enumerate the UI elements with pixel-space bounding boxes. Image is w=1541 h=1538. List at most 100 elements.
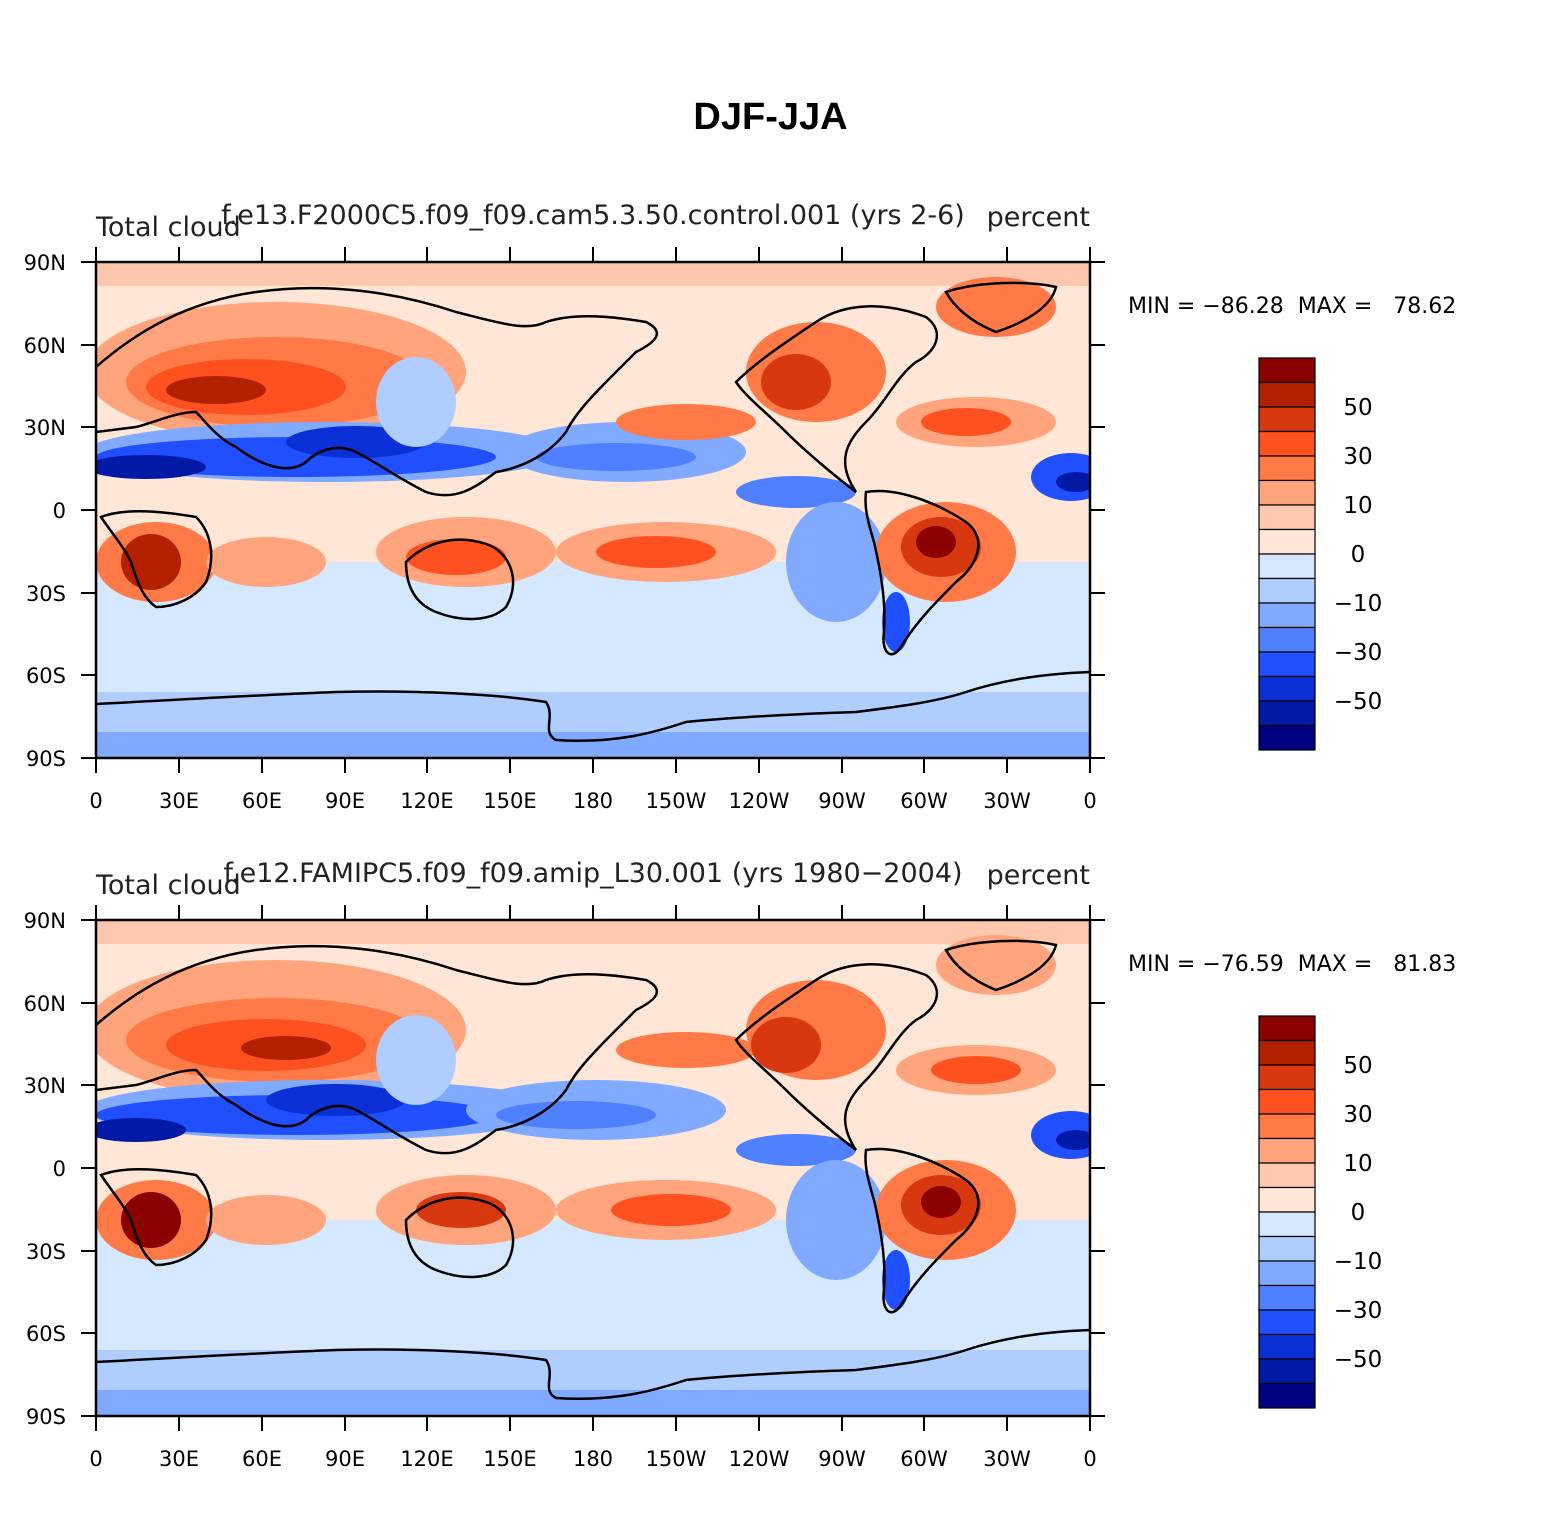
lon-tick-label: 120W bbox=[729, 789, 790, 813]
lon-tick-label: 0 bbox=[89, 1447, 102, 1471]
lat-tick-label: 90N bbox=[24, 909, 66, 933]
lon-tick-label: 120W bbox=[729, 1447, 790, 1471]
lat-tick-label: 60S bbox=[26, 664, 66, 688]
case-title: f.e13.F2000C5.f09_f09.cam5.3.50.control.… bbox=[221, 200, 965, 231]
lon-tick-label: 30W bbox=[983, 1447, 1031, 1471]
lon-tick-label: 150E bbox=[483, 789, 536, 813]
lon-tick-label: 60W bbox=[900, 789, 948, 813]
lon-tick-label: 30E bbox=[159, 789, 199, 813]
colorbar-label: −50 bbox=[1334, 1347, 1383, 1373]
lon-tick-label: 30E bbox=[159, 1447, 199, 1471]
colorbar-box bbox=[1258, 651, 1316, 678]
colorbar-label: 10 bbox=[1343, 493, 1372, 519]
colorbar-box bbox=[1258, 1235, 1316, 1262]
lon-tick-label: 150W bbox=[646, 1447, 707, 1471]
colorbar-box bbox=[1258, 1088, 1316, 1115]
colorbar-box bbox=[1258, 479, 1316, 506]
contour-map bbox=[96, 262, 1090, 758]
colorbar-label: −50 bbox=[1334, 689, 1383, 715]
lat-tick-label: 90S bbox=[26, 1405, 66, 1429]
colorbar-label: −30 bbox=[1334, 640, 1383, 666]
colorbar-box bbox=[1258, 675, 1316, 702]
lon-tick-label: 150E bbox=[483, 1447, 536, 1471]
lat-tick-label: 60N bbox=[24, 334, 66, 358]
min-value: MIN = −86.28 bbox=[1128, 294, 1284, 319]
colorbar-box bbox=[1258, 1015, 1316, 1042]
lon-tick-label: 0 bbox=[1083, 1447, 1096, 1471]
lon-tick-label: 90W bbox=[818, 789, 866, 813]
units-label: percent bbox=[986, 860, 1090, 891]
lat-tick-label: 0 bbox=[53, 499, 66, 523]
lon-tick-label: 0 bbox=[1083, 789, 1096, 813]
min-max-readout: MIN = −86.28 MAX = 78.62 bbox=[1128, 294, 1456, 319]
colorbar-box bbox=[1258, 357, 1316, 384]
colorbar-label: −10 bbox=[1334, 1249, 1383, 1275]
colorbar-label: 30 bbox=[1343, 444, 1372, 470]
colorbar-box bbox=[1258, 455, 1316, 482]
lat-tick-label: 0 bbox=[53, 1157, 66, 1181]
lon-tick-label: 60E bbox=[242, 1447, 282, 1471]
lat-tick-label: 90S bbox=[26, 747, 66, 771]
lon-tick-label: 180 bbox=[573, 1447, 613, 1471]
colorbar-label: 0 bbox=[1351, 1200, 1366, 1226]
max-value: MAX = 78.62 bbox=[1297, 294, 1457, 319]
colorbar-box bbox=[1258, 381, 1316, 408]
lon-tick-label: 180 bbox=[573, 789, 613, 813]
map-panel-2: f.e12.FAMIPC5.f09_f09.amip_L30.001 (yrs … bbox=[0, 848, 1541, 1508]
map-field bbox=[96, 920, 1090, 1416]
max-value: MAX = 81.83 bbox=[1297, 952, 1457, 977]
colorbar-box bbox=[1258, 1284, 1316, 1311]
lat-tick-label: 30S bbox=[26, 1240, 66, 1264]
variable-label: Total cloud bbox=[96, 870, 241, 901]
lon-tick-label: 30W bbox=[983, 789, 1031, 813]
colorbar-boxes bbox=[1258, 357, 1316, 751]
colorbar-boxes bbox=[1258, 1015, 1316, 1409]
min-max-readout: MIN = −76.59 MAX = 81.83 bbox=[1128, 952, 1456, 977]
colorbar: 50 30 10 0 −10 −30 −50 bbox=[1258, 357, 1383, 751]
colorbar-box bbox=[1258, 1333, 1316, 1360]
colorbar-label: 10 bbox=[1343, 1151, 1372, 1177]
map-axes: 90N 60N 30N 0 30S 60S 90S 0 30E 60E 90E … bbox=[24, 905, 1105, 1471]
lat-tick-label: 60N bbox=[24, 992, 66, 1016]
lon-tick-label: 60W bbox=[900, 1447, 948, 1471]
lon-tick-label: 150W bbox=[646, 789, 707, 813]
colorbar: 50 30 10 0 −10 −30 −50 bbox=[1258, 1015, 1383, 1409]
min-value: MIN = −76.59 bbox=[1128, 952, 1284, 977]
figure-title: DJF-JJA bbox=[693, 96, 848, 138]
lon-tick-label: 0 bbox=[89, 789, 102, 813]
colorbar-box bbox=[1258, 1382, 1316, 1409]
lon-tick-label: 60E bbox=[242, 789, 282, 813]
lon-tick-label: 120E bbox=[400, 789, 453, 813]
map-panel-1: f.e13.F2000C5.f09_f09.cam5.3.50.control.… bbox=[0, 190, 1541, 850]
lat-tick-label: 60S bbox=[26, 1322, 66, 1346]
colorbar-label: 0 bbox=[1351, 542, 1366, 568]
colorbar-box bbox=[1258, 577, 1316, 604]
lon-tick-label: 90E bbox=[325, 1447, 365, 1471]
lat-tick-label: 30S bbox=[26, 582, 66, 606]
colorbar-box bbox=[1258, 1039, 1316, 1066]
map-axes: 90N 60N 30N 0 30S 60S 90S 0 30E 60E 90E … bbox=[24, 247, 1105, 813]
colorbar-label: −30 bbox=[1334, 1298, 1383, 1324]
contour-map bbox=[96, 920, 1090, 1416]
colorbar-box bbox=[1258, 700, 1316, 727]
colorbar-box bbox=[1258, 1358, 1316, 1385]
units-label: percent bbox=[986, 202, 1090, 233]
map-field bbox=[96, 262, 1090, 758]
case-title: f.e12.FAMIPC5.f09_f09.amip_L30.001 (yrs … bbox=[223, 858, 963, 889]
colorbar-label: 50 bbox=[1343, 395, 1372, 421]
colorbar-label: −10 bbox=[1334, 591, 1383, 617]
colorbar-box bbox=[1258, 430, 1316, 457]
lat-tick-label: 90N bbox=[24, 251, 66, 275]
colorbar-box bbox=[1258, 602, 1316, 629]
colorbar-box bbox=[1258, 724, 1316, 751]
colorbar-box bbox=[1258, 1064, 1316, 1091]
lat-tick-label: 30N bbox=[24, 1074, 66, 1098]
colorbar-label: 30 bbox=[1343, 1102, 1372, 1128]
colorbar-label: 50 bbox=[1343, 1053, 1372, 1079]
colorbar-box bbox=[1258, 626, 1316, 653]
colorbar-box bbox=[1258, 1260, 1316, 1287]
colorbar-box bbox=[1258, 1309, 1316, 1336]
colorbar-box bbox=[1258, 1137, 1316, 1164]
colorbar-box bbox=[1258, 553, 1316, 580]
colorbar-box bbox=[1258, 1162, 1316, 1189]
